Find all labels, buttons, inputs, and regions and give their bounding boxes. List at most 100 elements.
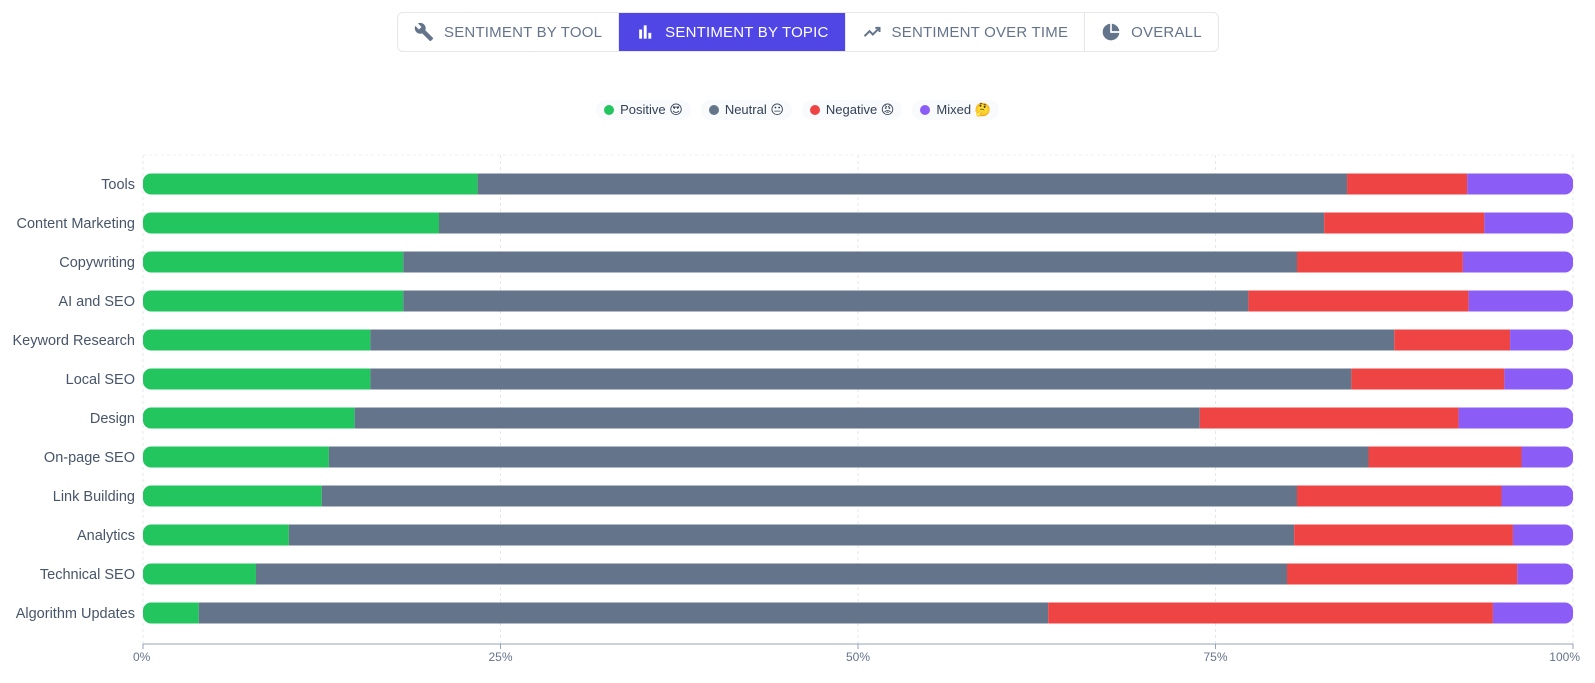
legend-swatch: [809, 105, 820, 115]
bar-row: [143, 602, 1573, 624]
bar-segment-mixed: [1517, 563, 1573, 585]
y-tick-label: Local SEO: [66, 372, 135, 388]
bar-segment-positive: [143, 485, 322, 507]
bar-segment-neutral: [288, 524, 1295, 546]
bar-segment-negative: [1048, 602, 1493, 624]
bar-row: [143, 251, 1573, 273]
bar-segment-positive: [143, 524, 289, 546]
bar-segment-negative: [1351, 368, 1505, 390]
y-tick-label: Design: [90, 411, 135, 427]
bar-row: [143, 563, 1573, 585]
trend-line-icon: [862, 22, 882, 42]
bar-segment-positive: [143, 212, 440, 234]
bar-segment-neutral: [403, 251, 1298, 273]
y-tick-label: Link Building: [53, 489, 135, 505]
legend-label: Positive 😍: [620, 102, 683, 117]
bar-row: [143, 524, 1573, 546]
bar-row: [143, 173, 1573, 195]
legend-item-mixed[interactable]: Mixed 🤔: [912, 100, 999, 120]
bar-segment-positive: [143, 446, 329, 468]
y-tick-label: Tools: [101, 177, 135, 193]
bar-segment-positive: [143, 602, 199, 624]
bar-segment-negative: [1297, 485, 1502, 507]
bar-segment-positive: [143, 290, 404, 312]
bar-segment-mixed: [1492, 602, 1573, 624]
bar-segment-negative: [1297, 251, 1463, 273]
bar-segment-positive: [143, 563, 256, 585]
legend-swatch: [920, 105, 931, 115]
bar-segment-negative: [1294, 524, 1513, 546]
bar-segment-negative: [1248, 290, 1469, 312]
y-tick-label: Technical SEO: [40, 567, 135, 583]
y-tick-label: Algorithm Updates: [16, 606, 135, 622]
bar-segment-negative: [1287, 563, 1518, 585]
bar-segment-positive: [143, 173, 478, 195]
y-tick-label: Analytics: [77, 528, 135, 544]
bar-row: [143, 368, 1573, 390]
y-tick-label: Content Marketing: [17, 216, 135, 232]
bar-segment-neutral: [198, 602, 1049, 624]
bar-segment-mixed: [1501, 485, 1573, 507]
bar-segment-neutral: [403, 290, 1249, 312]
view-tabs: SENTIMENT BY TOOL SENTIMENT BY TOPIC SENTI…: [397, 12, 1219, 52]
wrench-icon: [414, 22, 434, 42]
tab-label: OVERALL: [1131, 23, 1202, 41]
legend-item-neutral[interactable]: Neutral 😐: [700, 100, 792, 120]
tab-label: SENTIMENT OVER TIME: [891, 23, 1069, 41]
x-tick-label: 100%: [1549, 650, 1580, 664]
legend-label: Mixed 🤔: [936, 102, 991, 117]
y-tick-label: On-page SEO: [44, 450, 135, 466]
bar-segment-neutral: [321, 485, 1298, 507]
x-tick-label: 25%: [488, 650, 512, 664]
bar-segment-mixed: [1468, 290, 1573, 312]
tab-sentiment-over-time[interactable]: SENTIMENT OVER TIME: [846, 13, 1086, 51]
bar-segment-positive: [143, 368, 371, 390]
bar-segment-positive: [143, 407, 355, 429]
bar-chart-icon: [635, 22, 655, 42]
y-tick-label: AI and SEO: [58, 294, 135, 310]
bar-segment-negative: [1324, 212, 1485, 234]
bar-row: [143, 485, 1573, 507]
legend-label: Negative 😡: [825, 102, 895, 117]
bar-segment-mixed: [1458, 407, 1573, 429]
bar-row: [143, 290, 1573, 312]
bar-segment-negative: [1394, 329, 1511, 351]
x-tick-label: 0%: [133, 650, 151, 664]
legend-item-negative[interactable]: Negative 😡: [801, 100, 903, 120]
bar-row: [143, 446, 1573, 468]
tab-overall[interactable]: OVERALL: [1085, 13, 1218, 51]
bar-segment-neutral: [370, 368, 1352, 390]
bar-segment-neutral: [328, 446, 1369, 468]
bar-segment-mixed: [1462, 251, 1573, 273]
bar-segment-mixed: [1467, 173, 1573, 195]
bar-segment-neutral: [354, 407, 1200, 429]
bar-segment-positive: [143, 251, 404, 273]
tab-label: SENTIMENT BY TOOL: [444, 23, 603, 41]
y-tick-label: Copywriting: [59, 255, 135, 271]
chart-legend: Positive 😍 Neutral 😐 Negative 😡 Mixed 🤔: [0, 100, 1595, 120]
legend-item-positive[interactable]: Positive 😍: [596, 100, 691, 120]
bar-segment-mixed: [1512, 524, 1573, 546]
tab-sentiment-by-topic[interactable]: SENTIMENT BY TOPIC: [619, 13, 846, 51]
bar-segment-neutral: [439, 212, 1325, 234]
legend-swatch: [604, 105, 615, 115]
bar-row: [143, 407, 1573, 429]
bar-segment-neutral: [477, 173, 1348, 195]
bar-segment-mixed: [1521, 446, 1573, 468]
bar-row: [143, 212, 1573, 234]
legend-swatch: [708, 105, 719, 115]
bar-segment-negative: [1199, 407, 1459, 429]
bar-segment-positive: [143, 329, 371, 351]
bar-segment-mixed: [1484, 212, 1573, 234]
pie-chart-icon: [1101, 22, 1121, 42]
bar-segment-negative: [1368, 446, 1522, 468]
y-tick-label: Keyword Research: [13, 333, 136, 349]
tab-sentiment-by-tool[interactable]: SENTIMENT BY TOOL: [398, 13, 620, 51]
bar-segment-mixed: [1510, 329, 1573, 351]
tab-label: SENTIMENT BY TOPIC: [665, 23, 829, 41]
bar-segment-negative: [1347, 173, 1468, 195]
bar-segment-mixed: [1504, 368, 1573, 390]
bar-segment-neutral: [255, 563, 1288, 585]
x-tick-label: 50%: [846, 650, 870, 664]
bar-segment-neutral: [370, 329, 1395, 351]
